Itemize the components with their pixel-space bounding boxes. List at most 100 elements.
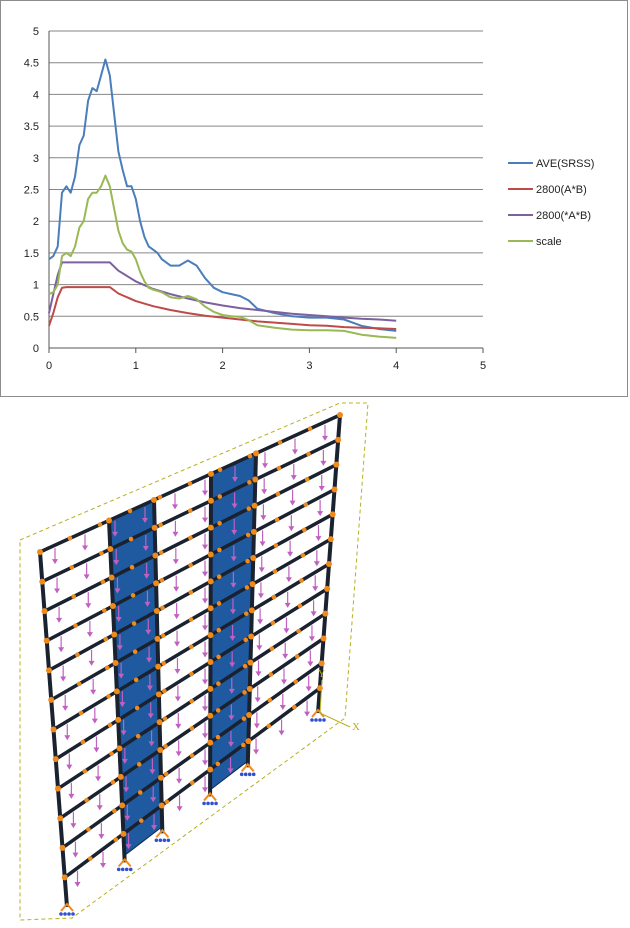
column-node	[207, 551, 214, 558]
load-arrow-head	[145, 629, 152, 635]
column-node	[251, 502, 258, 509]
column-node	[207, 524, 214, 531]
frame-node	[306, 451, 311, 457]
column-node	[320, 635, 327, 642]
column-node	[57, 815, 64, 822]
load-arrow-head	[116, 645, 123, 651]
axis-x-label: X	[352, 721, 360, 733]
column-node	[250, 555, 257, 562]
load-arrows	[52, 424, 328, 887]
load-arrow-head	[317, 511, 324, 517]
frame-node	[131, 621, 137, 626]
support-roller	[310, 718, 314, 722]
frame-node	[294, 654, 300, 659]
frame-node	[244, 611, 249, 616]
support-roller	[206, 801, 210, 806]
load-arrow-head	[86, 632, 93, 638]
column-node	[46, 667, 52, 674]
load-arrow-head	[228, 688, 235, 694]
legend-label-1: 2800(A*B)	[536, 184, 587, 196]
load-arrow-head	[202, 679, 209, 685]
frame-node	[188, 590, 194, 595]
column-node	[107, 545, 114, 552]
series-lines	[48, 58, 397, 339]
support-roller	[116, 867, 121, 872]
y-tick-label: 4.5	[24, 58, 39, 70]
frame-node	[246, 506, 252, 511]
column-node	[115, 716, 122, 723]
load-arrow-head	[231, 529, 238, 535]
column-node	[318, 660, 325, 667]
support-roller	[59, 912, 63, 916]
frame-node	[275, 491, 281, 497]
frame-node	[161, 661, 166, 666]
load-arrow-head	[149, 769, 156, 775]
load-arrow-head	[143, 573, 150, 579]
column-node	[337, 412, 343, 418]
support-roller	[239, 772, 244, 777]
load-arrow-head	[172, 504, 178, 510]
frame-node	[268, 672, 274, 677]
column-node	[207, 739, 214, 746]
column-node	[117, 773, 124, 780]
load-arrow-head	[229, 635, 236, 641]
frame-node	[241, 716, 247, 721]
frame-node	[162, 688, 167, 694]
y-tick-label: 1.5	[24, 248, 39, 260]
frame-node	[215, 734, 221, 740]
load-arrow-head	[142, 518, 148, 524]
frame-node	[242, 663, 248, 669]
supports	[59, 708, 326, 916]
frame-node	[189, 726, 195, 731]
load-arrow-head	[260, 515, 267, 521]
frame-node	[138, 818, 144, 823]
load-arrow-head	[66, 764, 73, 770]
load-arrow-head	[175, 751, 182, 757]
frame-node	[84, 797, 89, 803]
load-arrow-head	[83, 574, 90, 580]
load-arrow-head	[176, 778, 183, 784]
frame-node	[163, 744, 168, 749]
frame-node	[303, 502, 309, 507]
y-tick-label: 0	[33, 343, 39, 355]
column-node	[248, 633, 255, 640]
series-line-0	[48, 58, 397, 332]
load-arrow-head	[254, 697, 261, 703]
load-arrow-head	[318, 485, 325, 491]
x-tick-label: 1	[133, 360, 139, 372]
column-node	[154, 635, 161, 642]
frame-node	[109, 751, 114, 756]
load-arrow-head	[227, 741, 234, 747]
load-arrow-head	[121, 758, 128, 764]
frame-node	[112, 808, 117, 814]
axes: 0 0.5 1 1.5 2 2.5 3 3.5 4 4.5 5 0 1 2 3 4 5	[24, 26, 486, 372]
load-arrow-head	[256, 645, 263, 651]
load-arrow-head	[285, 577, 292, 583]
load-arrow-head	[95, 776, 102, 782]
frame-node	[158, 550, 164, 555]
frame-node	[276, 465, 282, 471]
column-node	[326, 561, 332, 567]
column-node	[249, 581, 256, 588]
column-node	[41, 608, 48, 615]
frame-node	[266, 723, 272, 729]
load-arrow-head	[93, 747, 100, 753]
frame-node	[216, 627, 222, 633]
frame-node	[217, 494, 223, 499]
y-tick-label: 3	[33, 153, 39, 165]
load-arrow-head	[202, 733, 209, 739]
support-roller	[120, 867, 125, 872]
column-node	[207, 685, 214, 692]
load-arrow-head	[58, 647, 65, 653]
support-icon	[117, 857, 132, 868]
frame-node	[242, 690, 247, 695]
frame-node	[297, 603, 303, 609]
frame-node	[128, 536, 134, 542]
column-node	[324, 585, 331, 592]
frame-node	[189, 753, 195, 758]
frame-node	[136, 762, 142, 767]
load-arrow-head	[229, 609, 236, 615]
frame-node	[274, 517, 280, 523]
support-roller	[154, 838, 159, 843]
support-roller	[63, 912, 67, 916]
